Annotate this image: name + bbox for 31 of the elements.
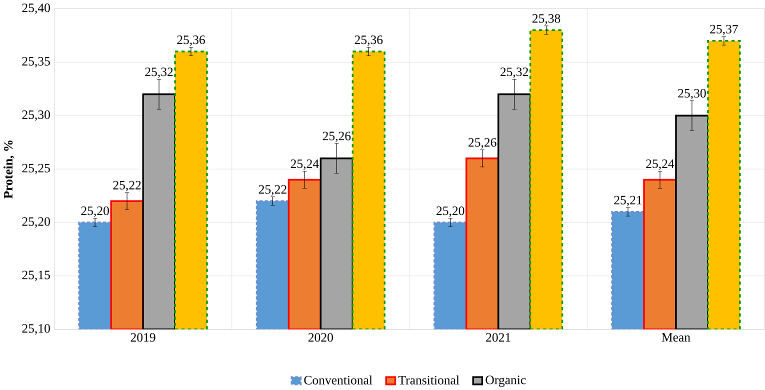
y-tick-label: 25,30 <box>22 110 50 121</box>
data-label: 25,21 <box>614 196 642 206</box>
x-tick-label: 2019 <box>130 333 156 342</box>
data-label: 25,24 <box>290 159 319 170</box>
data-label: 25,20 <box>81 206 109 217</box>
data-label: 25,24 <box>646 159 674 170</box>
y-tick-label: 25,10 <box>22 324 50 334</box>
x-tick-label: 2021 <box>486 333 510 342</box>
y-tick-label: 25,35 <box>22 56 50 68</box>
data-label: 25,36 <box>177 35 205 46</box>
y-tick-label: 25,25 <box>22 164 50 174</box>
data-label: 25,20 <box>436 206 464 217</box>
x-tick-label: 2020 <box>308 333 333 342</box>
data-label: 25,36 <box>354 35 383 46</box>
data-label: 25,32 <box>500 67 528 78</box>
data-label: 25,38 <box>532 14 560 25</box>
y-tick-label: 25,40 <box>22 3 50 14</box>
data-label: 25,22 <box>258 185 286 196</box>
data-label: 25,26 <box>322 132 351 142</box>
y-tick-label: 25,15 <box>22 270 50 282</box>
data-label: 25,22 <box>113 180 141 192</box>
data-label: 25,30 <box>678 88 706 100</box>
y-tick-label: 25,20 <box>22 217 50 228</box>
y-axis-title: Protein, % <box>4 140 14 198</box>
data-label: 25,32 <box>145 67 173 78</box>
legend-label: Transitional <box>398 375 460 384</box>
data-label: 25,37 <box>710 24 738 36</box>
x-tick-label: Mean <box>662 333 690 342</box>
legend-label: Conventional <box>304 375 372 384</box>
data-label: 25,26 <box>468 138 496 148</box>
legend-label: Organic <box>486 376 526 387</box>
